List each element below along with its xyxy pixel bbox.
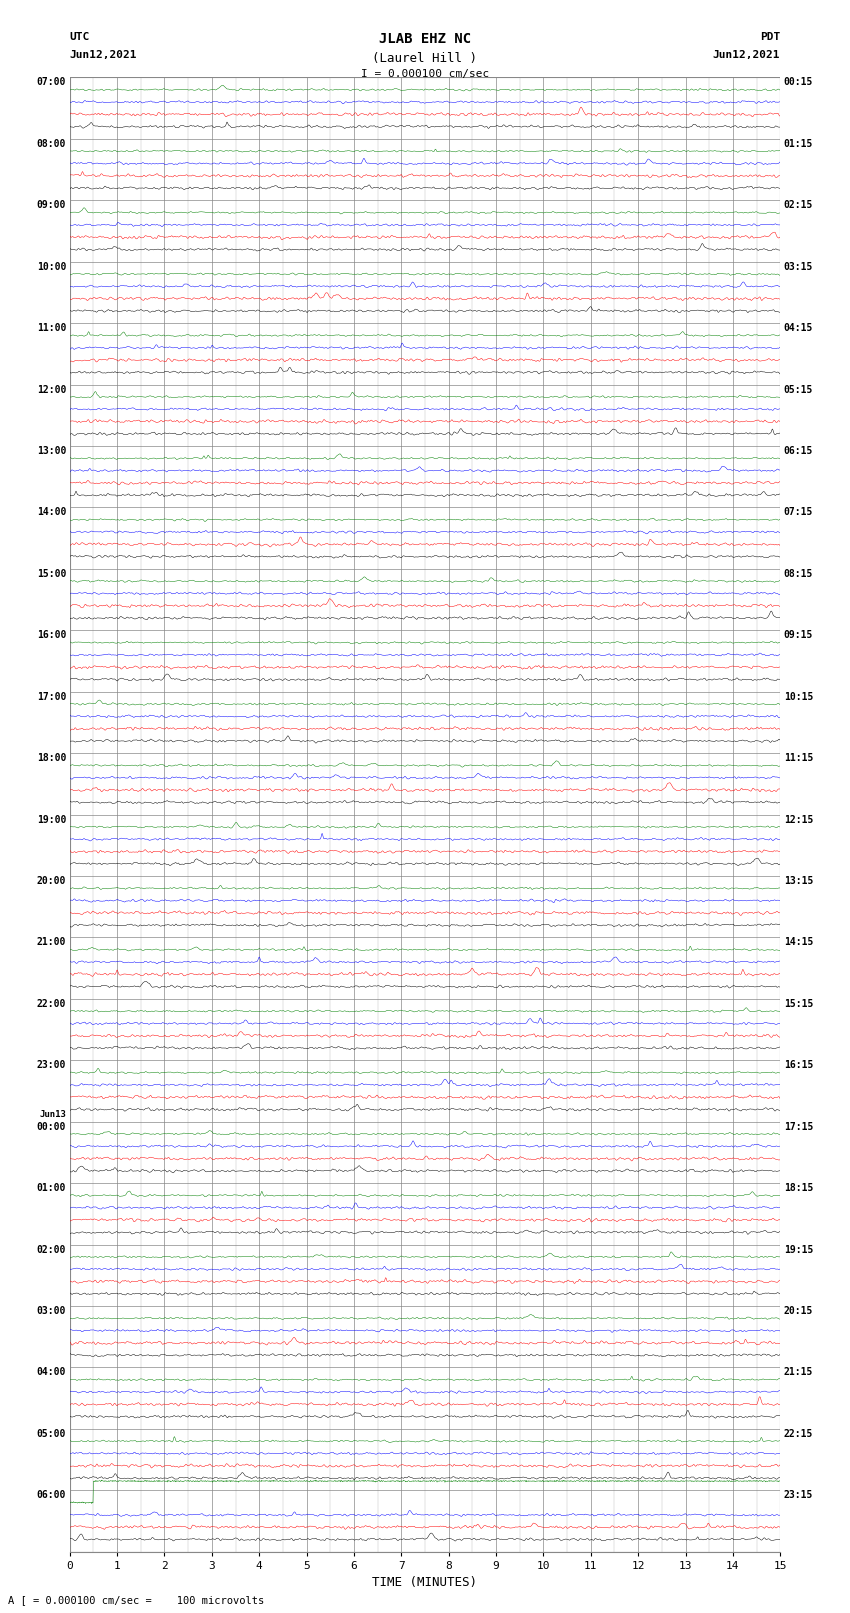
Text: 19:15: 19:15 [784,1245,813,1255]
Text: 01:00: 01:00 [37,1184,66,1194]
Text: 04:15: 04:15 [784,323,813,334]
Text: 08:00: 08:00 [37,139,66,148]
Text: 16:15: 16:15 [784,1060,813,1071]
Text: 22:15: 22:15 [784,1429,813,1439]
Text: 06:00: 06:00 [37,1490,66,1500]
Text: A [ = 0.000100 cm/sec =    100 microvolts: A [ = 0.000100 cm/sec = 100 microvolts [8,1595,264,1605]
Text: 21:15: 21:15 [784,1368,813,1378]
X-axis label: TIME (MINUTES): TIME (MINUTES) [372,1576,478,1589]
Text: Jun12,2021: Jun12,2021 [713,50,780,60]
Text: 07:00: 07:00 [37,77,66,87]
Text: 14:00: 14:00 [37,508,66,518]
Text: 09:00: 09:00 [37,200,66,210]
Text: 18:15: 18:15 [784,1184,813,1194]
Text: 10:15: 10:15 [784,692,813,702]
Text: 18:00: 18:00 [37,753,66,763]
Text: 23:00: 23:00 [37,1060,66,1071]
Text: 05:15: 05:15 [784,384,813,395]
Text: 20:00: 20:00 [37,876,66,886]
Text: 07:15: 07:15 [784,508,813,518]
Text: 06:15: 06:15 [784,447,813,456]
Text: 15:00: 15:00 [37,569,66,579]
Text: I = 0.000100 cm/sec: I = 0.000100 cm/sec [361,69,489,79]
Text: 00:15: 00:15 [784,77,813,87]
Text: Jun13: Jun13 [39,1110,66,1119]
Text: PDT: PDT [760,32,780,42]
Text: (Laurel Hill ): (Laurel Hill ) [372,52,478,65]
Text: 11:15: 11:15 [784,753,813,763]
Text: 17:00: 17:00 [37,692,66,702]
Text: 08:15: 08:15 [784,569,813,579]
Text: 02:00: 02:00 [37,1245,66,1255]
Text: 10:00: 10:00 [37,261,66,271]
Text: 17:15: 17:15 [784,1121,813,1132]
Text: 04:00: 04:00 [37,1368,66,1378]
Text: 15:15: 15:15 [784,998,813,1008]
Text: 14:15: 14:15 [784,937,813,947]
Text: 01:15: 01:15 [784,139,813,148]
Text: 12:00: 12:00 [37,384,66,395]
Text: 19:00: 19:00 [37,815,66,824]
Text: 22:00: 22:00 [37,998,66,1008]
Text: 03:00: 03:00 [37,1307,66,1316]
Text: UTC: UTC [70,32,90,42]
Text: 13:15: 13:15 [784,876,813,886]
Text: 05:00: 05:00 [37,1429,66,1439]
Text: 16:00: 16:00 [37,631,66,640]
Text: 02:15: 02:15 [784,200,813,210]
Text: 12:15: 12:15 [784,815,813,824]
Text: Jun12,2021: Jun12,2021 [70,50,137,60]
Text: 20:15: 20:15 [784,1307,813,1316]
Text: 00:00: 00:00 [37,1121,66,1132]
Text: 21:00: 21:00 [37,937,66,947]
Text: 09:15: 09:15 [784,631,813,640]
Text: 23:15: 23:15 [784,1490,813,1500]
Text: 11:00: 11:00 [37,323,66,334]
Text: 03:15: 03:15 [784,261,813,271]
Text: JLAB EHZ NC: JLAB EHZ NC [379,32,471,47]
Text: 13:00: 13:00 [37,447,66,456]
